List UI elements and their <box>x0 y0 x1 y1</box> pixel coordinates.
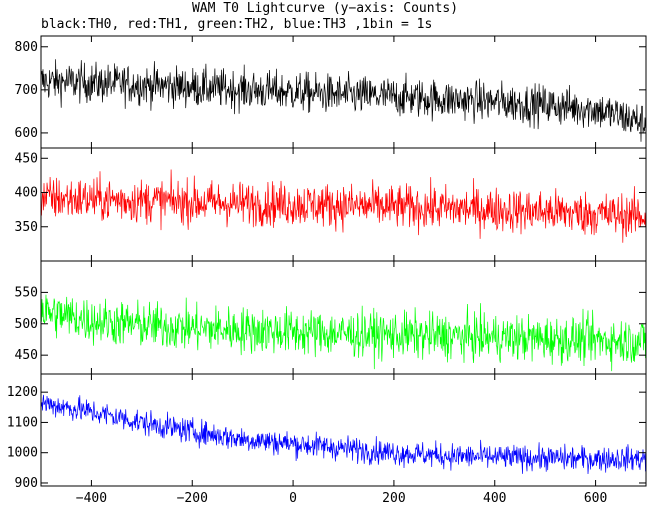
chart-subtitle: black:TH0, red:TH1, green:TH2, blue:TH3 … <box>41 17 433 32</box>
x-tick-label: −200 <box>177 491 208 505</box>
series-line-th0 <box>41 59 646 142</box>
x-tick-label: 400 <box>483 491 506 505</box>
x-tick-label: −400 <box>76 491 107 505</box>
chart-title: WAM T0 Lightcurve (y−axis: Counts) <box>191 1 459 16</box>
x-tick-label: 0 <box>289 491 297 505</box>
y-tick-label: 600 <box>15 126 38 141</box>
y-tick-label: 800 <box>15 40 38 55</box>
y-tick-label: 450 <box>15 151 38 166</box>
y-tick-label: 350 <box>15 220 38 235</box>
x-tick-label: 600 <box>584 491 607 505</box>
series-line-th2 <box>41 294 646 372</box>
y-tick-label: 550 <box>15 285 38 300</box>
y-tick-label: 500 <box>15 317 38 332</box>
series-line-th1 <box>41 169 646 243</box>
panel-frame-th2 <box>40 260 647 375</box>
y-tick-label: 1200 <box>7 385 38 400</box>
x-tick-label: 200 <box>382 491 405 505</box>
panel-frame-th3 <box>40 373 647 487</box>
y-tick-label: 900 <box>15 476 38 491</box>
y-tick-label: 700 <box>15 83 38 98</box>
series-line-th3 <box>41 394 646 475</box>
y-tick-label: 400 <box>15 186 38 201</box>
y-tick-label: 1100 <box>7 415 38 430</box>
y-tick-label: 450 <box>15 348 38 363</box>
y-tick-label: 1000 <box>7 446 38 461</box>
